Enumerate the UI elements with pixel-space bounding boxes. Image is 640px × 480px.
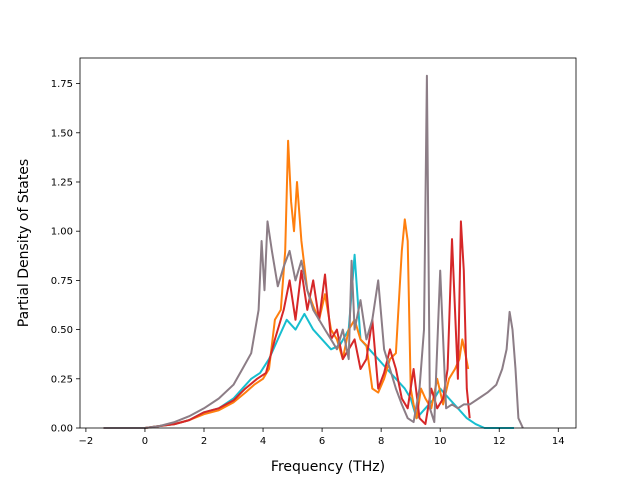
y-axis-ticks: 0.00 0.25 0.50 0.75 1.00 1.25 1.50 1.75 xyxy=(51,79,80,435)
x-tick-label: 4 xyxy=(260,436,266,447)
x-tick-label: 14 xyxy=(552,436,565,447)
x-tick-label: 10 xyxy=(434,436,447,447)
y-tick-label: 1.50 xyxy=(51,128,73,139)
y-tick-label: 1.75 xyxy=(51,79,73,90)
x-tick-label: 2 xyxy=(201,436,207,447)
x-axis-ticks: −2 0 2 4 6 8 10 12 14 xyxy=(79,428,565,447)
plot-background xyxy=(80,58,576,428)
series-layer xyxy=(103,74,524,429)
plot-frame xyxy=(79,57,577,429)
x-tick-label: 6 xyxy=(319,436,325,447)
y-tick-label: 0.00 xyxy=(51,424,73,435)
y-tick-label: 1.00 xyxy=(51,227,73,238)
y-axis-label: Partial Density of States xyxy=(16,159,32,327)
x-tick-label: 8 xyxy=(378,436,384,447)
x-tick-label: −2 xyxy=(79,436,94,447)
y-tick-label: 0.50 xyxy=(51,325,73,336)
y-tick-label: 0.25 xyxy=(51,374,73,385)
x-tick-label: 0 xyxy=(142,436,148,447)
series-line-3 xyxy=(103,220,471,429)
y-tick-label: 1.25 xyxy=(51,177,73,188)
x-tick-label: 12 xyxy=(493,436,506,447)
series-line-4 xyxy=(103,74,524,429)
x-axis-label: Frequency (THz) xyxy=(271,459,385,475)
y-tick-label: 0.75 xyxy=(51,276,73,287)
